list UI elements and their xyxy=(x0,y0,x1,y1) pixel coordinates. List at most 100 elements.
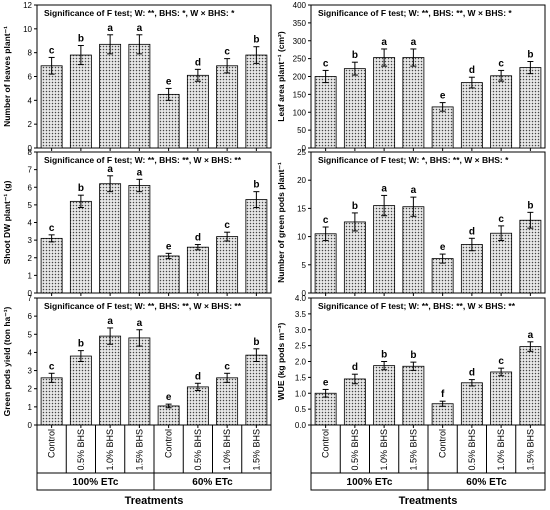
chart-panel-6: 0.0 0.5 1.0 1.5 2.0 2.5 3.0 3.5 4.0 WUE (kg pods … xyxy=(276,294,546,507)
significance-letter: a xyxy=(411,37,417,48)
category-label: 0.5% BHS xyxy=(467,429,477,471)
significance-letter: b xyxy=(527,200,533,211)
significance-letter: d xyxy=(352,362,358,373)
y-tick-label: 1 xyxy=(28,403,33,412)
category-label: Control xyxy=(321,429,331,458)
group-label: 100% ETc xyxy=(73,477,119,488)
significance-letter: d xyxy=(195,371,201,382)
y-tick-label: 8 xyxy=(28,148,33,157)
bar xyxy=(373,57,396,149)
y-tick-label: 0 xyxy=(302,289,307,298)
y-tick-label: 2.5 xyxy=(295,342,307,351)
group-label: 60% ETc xyxy=(192,477,233,488)
y-tick-label: 0 xyxy=(28,144,33,153)
y-tick-label: 0 xyxy=(28,289,33,298)
y-tick-label: 7 xyxy=(28,166,33,175)
significance-annotation: Significance of F test; W: **, BHS: *, W… xyxy=(44,8,235,18)
significance-letter: c xyxy=(224,361,230,372)
bar xyxy=(69,200,92,294)
y-tick-label: 250 xyxy=(293,55,307,64)
significance-letter: a xyxy=(137,23,143,34)
bar xyxy=(431,258,454,294)
y-tick-label: 100 xyxy=(293,108,307,117)
chart-panel-1: 0 2 4 6 8 10 12 Number of leaves plant⁻¹ Signifi… xyxy=(2,1,272,153)
bar xyxy=(314,76,337,149)
significance-letter: d xyxy=(469,65,475,76)
y-tick-label: 5 xyxy=(302,261,307,270)
x-axis-title: Treatments xyxy=(125,495,184,507)
chart-panel-3: 0 1 2 3 4 5 6 7 8 Shoot DW plant⁻¹ (g) Significanc… xyxy=(2,148,272,298)
significance-annotation: Significance of F test; W: **, BHS: **, … xyxy=(318,8,512,18)
significance-letter: c xyxy=(498,214,504,225)
y-tick-label: 5 xyxy=(28,330,33,339)
bar xyxy=(99,43,122,149)
y-tick-label: 3 xyxy=(28,236,33,245)
group-label: 60% ETc xyxy=(466,477,507,488)
y-tick-label: 2 xyxy=(28,254,33,263)
significance-letter: b xyxy=(78,34,84,45)
significance-letter: a xyxy=(411,185,417,196)
bar xyxy=(402,206,425,294)
category-label: 1.0% BHS xyxy=(496,429,506,471)
significance-letter: e xyxy=(166,76,172,87)
y-tick-label: 10 xyxy=(23,25,32,34)
bar xyxy=(40,65,63,149)
category-label: 0.5% BHS xyxy=(193,429,203,471)
significance-letter: e xyxy=(440,242,446,253)
significance-letter: d xyxy=(469,368,475,379)
significance-letter: c xyxy=(498,58,504,69)
y-tick-label: 6 xyxy=(28,73,33,82)
y-axis-label: Green pods yield (ton ha⁻¹) xyxy=(2,306,12,416)
bar xyxy=(216,65,239,149)
category-label: 1.0% BHS xyxy=(105,429,115,471)
y-tick-label: 0 xyxy=(302,144,307,153)
significance-letter: e xyxy=(166,392,172,403)
bar xyxy=(490,75,513,149)
y-tick-label: 2 xyxy=(28,385,33,394)
y-tick-label: 4 xyxy=(28,348,33,357)
y-tick-label: 1.5 xyxy=(295,373,307,382)
category-label: 0.5% BHS xyxy=(350,429,360,471)
significance-letter: a xyxy=(107,316,113,327)
treatment-table: Control 0.5% BHS 1.0% BHS 1.5% BHS Control 0.… xyxy=(36,424,272,507)
significance-letter: f xyxy=(441,389,445,400)
bar xyxy=(186,246,209,294)
y-tick-label: 150 xyxy=(293,90,307,99)
bar xyxy=(314,392,337,426)
significance-letter: b xyxy=(381,350,387,361)
category-label: 1.0% BHS xyxy=(222,429,232,471)
category-label: Control xyxy=(47,429,57,458)
significance-annotation: Significance of F test; W: *, BHS: **, W… xyxy=(318,155,509,165)
y-axis-label: Shoot DW plant⁻¹ (g) xyxy=(2,180,12,264)
significance-letter: a xyxy=(381,183,387,194)
significance-letter: c xyxy=(224,47,230,58)
bar xyxy=(519,67,542,149)
chart-panel-4: 0 5 10 15 20 25 Number of green pods plant⁻¹ Si… xyxy=(276,148,546,298)
category-label: 0.5% BHS xyxy=(76,429,86,471)
category-label: 1.5% BHS xyxy=(251,429,261,471)
bar xyxy=(186,386,209,426)
bar xyxy=(343,221,366,294)
significance-letter: c xyxy=(323,215,329,226)
significance-annotation: Significance of F test; W: **, BHS: **, … xyxy=(44,301,242,311)
y-tick-label: 6 xyxy=(28,312,33,321)
bar xyxy=(402,365,425,426)
y-tick-label: 8 xyxy=(28,49,33,58)
bar xyxy=(99,335,122,426)
y-tick-label: 2 xyxy=(28,120,33,129)
bar xyxy=(460,382,483,426)
bar xyxy=(343,68,366,149)
significance-letter: e xyxy=(166,241,172,252)
y-tick-label: 50 xyxy=(297,126,306,135)
y-axis-label: Leaf area plant⁻¹ (cm²) xyxy=(276,31,286,122)
bar xyxy=(186,74,209,149)
bar xyxy=(519,219,542,294)
bar xyxy=(99,183,122,294)
significance-letter: b xyxy=(253,337,259,348)
significance-letter: c xyxy=(323,58,329,69)
y-tick-label: 400 xyxy=(293,1,307,10)
bar xyxy=(216,236,239,294)
y-tick-label: 10 xyxy=(297,233,306,242)
category-label: 1.5% BHS xyxy=(525,429,535,471)
